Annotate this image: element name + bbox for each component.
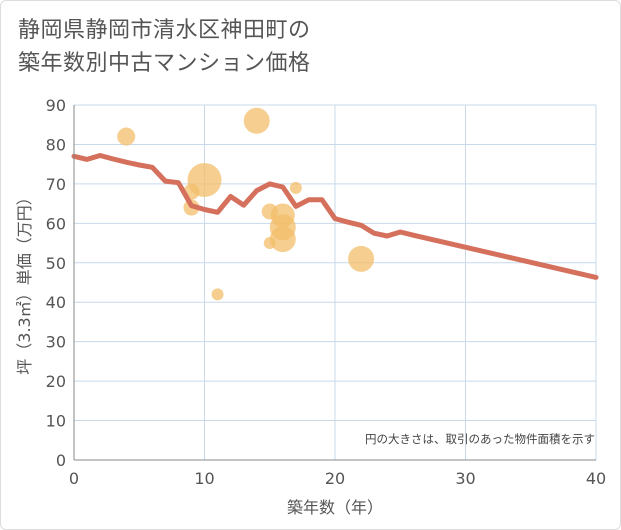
y-tick-label: 90 bbox=[46, 96, 66, 115]
data-bubble bbox=[117, 127, 136, 146]
x-tick-label: 0 bbox=[69, 469, 79, 488]
x-tick-label: 30 bbox=[455, 469, 475, 488]
y-axis-label: 坪（3.3㎡）単価（万円） bbox=[15, 189, 34, 374]
x-tick-label: 10 bbox=[194, 469, 214, 488]
tick-label-layer: 0 10 20 30 40 0 10 20 30 40 50 60 70 80 90 bbox=[46, 96, 607, 488]
y-tick-label: 10 bbox=[46, 412, 66, 431]
y-tick-label: 20 bbox=[46, 372, 66, 391]
y-tick-label: 40 bbox=[46, 293, 66, 312]
data-bubble bbox=[243, 107, 270, 134]
x-tick-label: 20 bbox=[325, 469, 345, 488]
chart-title: 静岡県静岡市清水区神田町の 築年数別中古マンション価格 bbox=[18, 14, 311, 80]
chart-title-line-1: 静岡県静岡市清水区神田町の bbox=[18, 18, 311, 43]
grid-layer bbox=[74, 104, 597, 460]
axis-layer bbox=[73, 105, 596, 461]
data-bubble bbox=[187, 162, 222, 197]
trend-line bbox=[71, 153, 599, 280]
x-tick-label: 40 bbox=[586, 469, 606, 488]
data-bubble bbox=[348, 245, 375, 272]
y-tick-label: 70 bbox=[46, 175, 66, 194]
trend-line-layer bbox=[71, 153, 599, 280]
y-tick-label: 80 bbox=[46, 135, 66, 154]
bubble-size-note: 円の大きさは、取引のあった物件面積を示す bbox=[365, 432, 595, 446]
y-tick-label: 50 bbox=[46, 254, 66, 273]
y-tick-label: 60 bbox=[46, 214, 66, 233]
data-bubble bbox=[211, 288, 224, 301]
x-axis-label: 築年数（年） bbox=[287, 498, 383, 517]
data-bubble bbox=[269, 226, 296, 253]
y-tick-label: 0 bbox=[56, 451, 66, 470]
chart-title-line-2: 築年数別中古マンション価格 bbox=[18, 51, 311, 76]
data-bubble bbox=[289, 181, 302, 194]
y-tick-label: 30 bbox=[46, 333, 66, 352]
